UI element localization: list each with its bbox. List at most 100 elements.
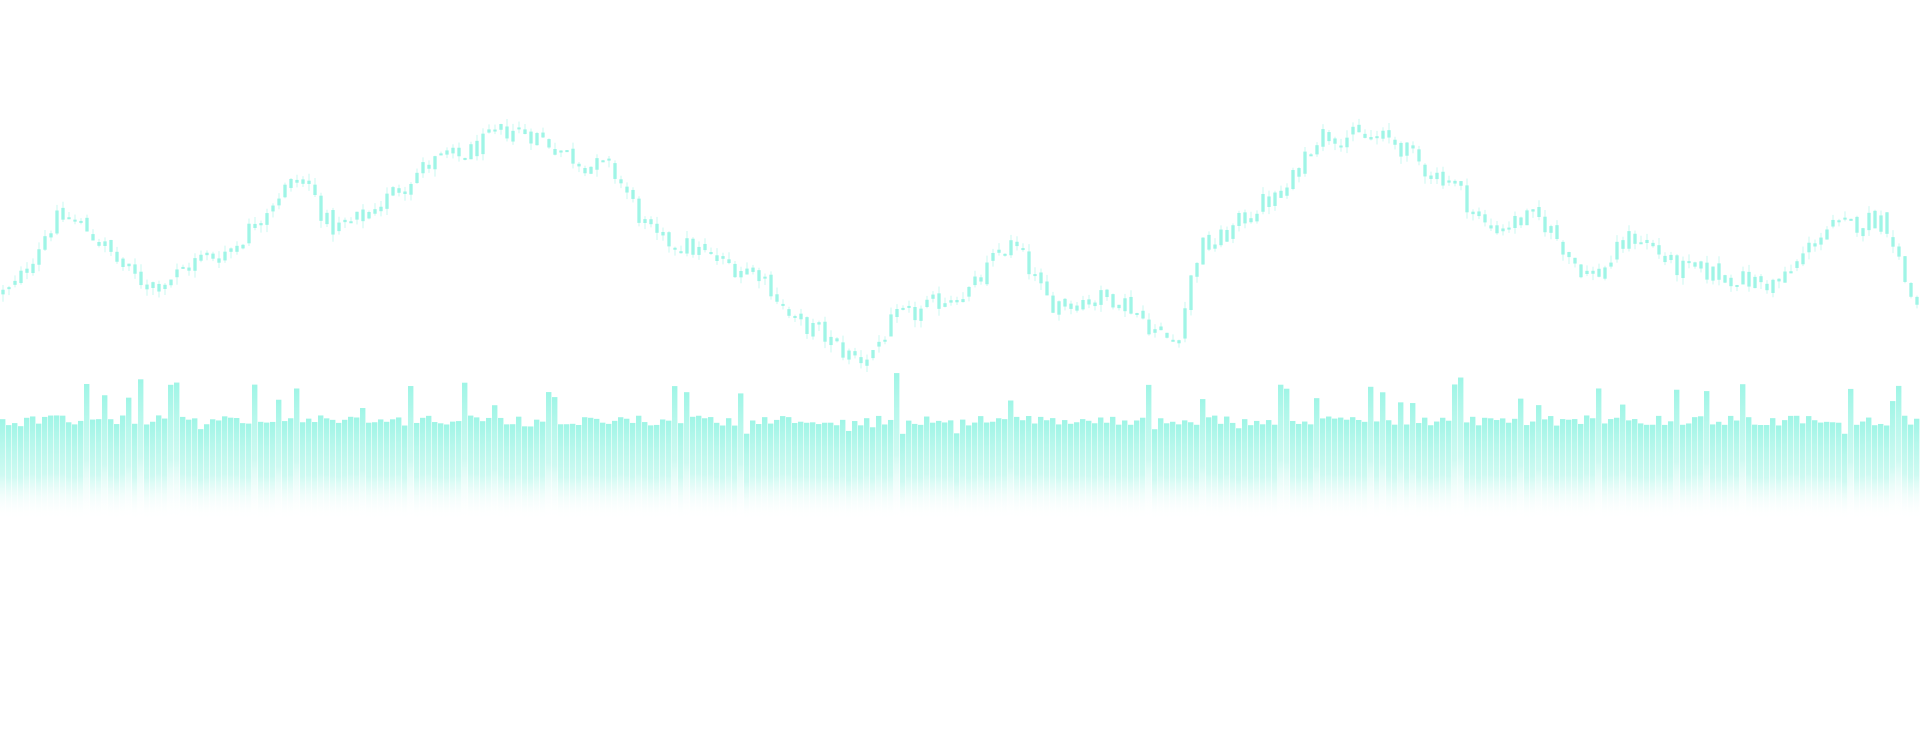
volume-bar [1800, 423, 1806, 520]
candle-body [1537, 207, 1541, 218]
candle-body [619, 179, 623, 184]
volume-bar [426, 415, 432, 520]
candle-body [1675, 255, 1679, 276]
candle [1909, 282, 1913, 299]
candle-body [901, 307, 905, 310]
candle-body [583, 168, 587, 174]
candle [343, 217, 347, 228]
candle [1849, 218, 1853, 221]
volume-bar [1308, 424, 1314, 520]
candle [529, 128, 533, 150]
candle [1369, 129, 1373, 141]
volume-bar [1158, 418, 1164, 520]
volume-bar [804, 422, 810, 520]
candle-body [217, 258, 221, 263]
candle-body [85, 217, 89, 232]
candle [337, 216, 341, 235]
candle-body [1225, 229, 1229, 242]
candle-body [691, 238, 695, 255]
candle [1345, 130, 1349, 154]
candle-body [955, 300, 959, 303]
volume-bar [1026, 416, 1032, 520]
candle-body [601, 160, 605, 163]
volume-bar [138, 379, 144, 520]
volume-bar [144, 424, 150, 520]
volume-bar [1044, 420, 1050, 520]
candle-body [1495, 225, 1499, 234]
candle [1111, 293, 1115, 310]
volume-bar [1140, 417, 1146, 520]
candle [205, 250, 209, 261]
candle-body [643, 219, 647, 223]
candle [991, 248, 995, 267]
candle-body [823, 321, 827, 342]
candle [1309, 152, 1313, 157]
volume-bar [642, 422, 648, 520]
candle-body [1357, 124, 1361, 133]
candle [709, 247, 713, 255]
candle-body [1639, 242, 1643, 245]
volume-bar [1212, 415, 1218, 520]
candle-body [991, 252, 995, 261]
candle [193, 253, 197, 278]
candle-body [205, 252, 209, 256]
candle-body [1069, 303, 1073, 309]
volume-bar [726, 418, 732, 520]
candle [403, 186, 407, 201]
volume-bar [108, 419, 114, 520]
volume-bar [168, 384, 174, 520]
volume-bar [792, 423, 798, 520]
volume-bar [516, 416, 522, 520]
candle [331, 207, 335, 242]
candle [1801, 246, 1805, 267]
candle-body [1627, 231, 1631, 249]
volume-bar [1776, 425, 1782, 520]
volume-bar [714, 422, 720, 520]
volume-bar [1764, 425, 1770, 520]
candle [649, 216, 653, 228]
candle [1513, 211, 1517, 234]
candle-body [385, 193, 389, 209]
volume-bar [186, 419, 192, 520]
candle-body [1, 289, 5, 295]
volume-bar [1128, 424, 1134, 520]
volume-bar [720, 425, 726, 520]
candle-body [871, 350, 875, 359]
candle-body [1657, 245, 1661, 255]
candle-body [1861, 228, 1865, 237]
volume-bar [1200, 399, 1206, 520]
candle [1813, 239, 1817, 252]
candle [823, 316, 827, 349]
volume-bar [942, 422, 948, 520]
candle [493, 124, 497, 135]
volume-bar [876, 415, 882, 520]
candle-body [679, 251, 683, 254]
volume-bar [1614, 417, 1620, 520]
candle [901, 305, 905, 311]
candle [757, 267, 761, 289]
volume-bar [1290, 420, 1296, 520]
candle-body [1795, 261, 1799, 268]
volume-bar [1398, 402, 1404, 520]
candle [1123, 293, 1127, 318]
candle [1831, 214, 1835, 229]
candle-body [1321, 129, 1325, 147]
volume-bar [1650, 424, 1656, 520]
volume-bar [1506, 422, 1512, 520]
candle [1387, 122, 1391, 144]
candle [391, 185, 395, 197]
candle [289, 178, 293, 192]
volume-bar [78, 420, 84, 520]
candle-body [757, 270, 761, 282]
candle-body [1327, 132, 1331, 142]
candle-body [1867, 212, 1871, 231]
volume-bar [438, 423, 444, 520]
candle [1003, 253, 1007, 257]
volume-bar [1176, 424, 1182, 520]
candle [1399, 141, 1403, 164]
candle-body [1759, 276, 1763, 283]
candle [1303, 147, 1307, 177]
candle-body [1417, 149, 1421, 162]
candle-body [1705, 262, 1709, 280]
